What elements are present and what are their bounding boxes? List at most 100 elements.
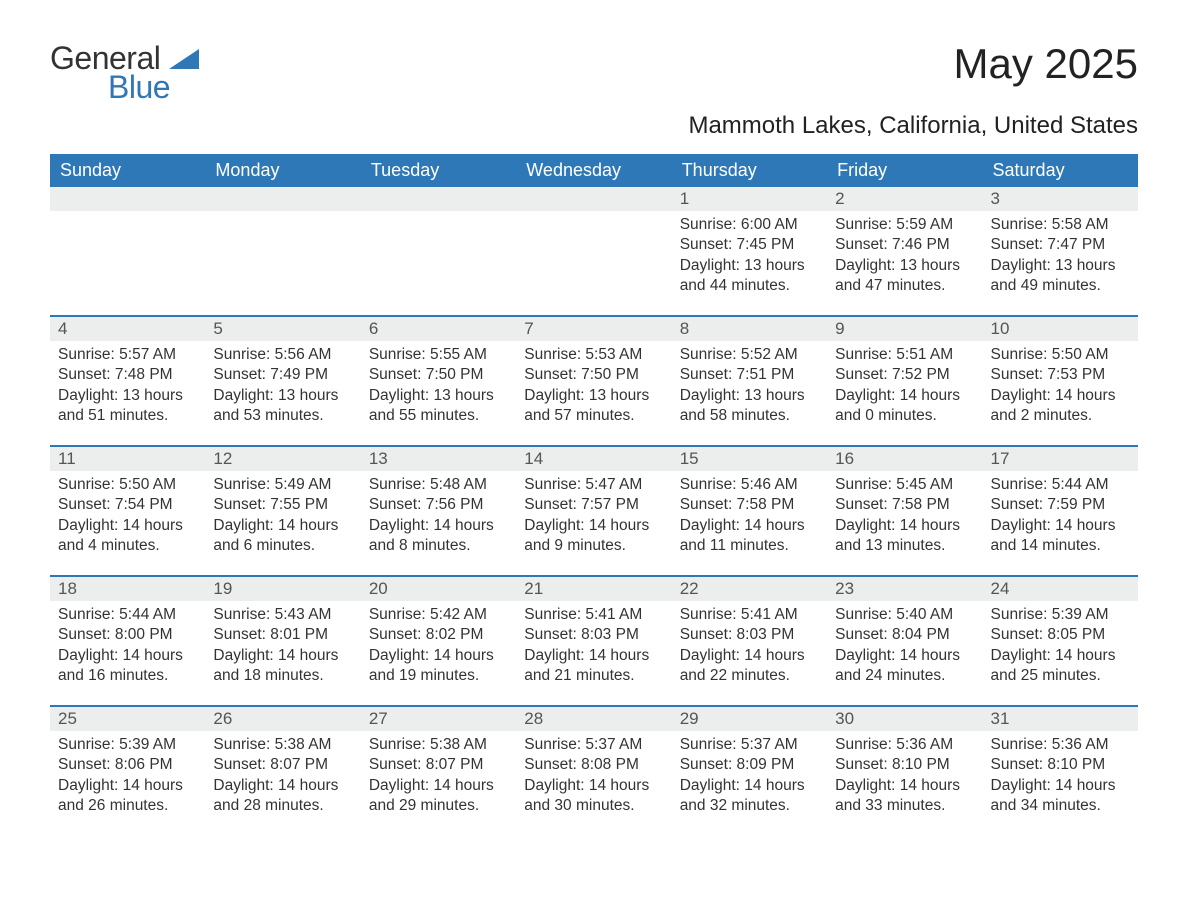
- sunrise-line: Sunrise: 5:48 AM: [369, 475, 508, 495]
- calendar-cell: 27Sunrise: 5:38 AMSunset: 8:07 PMDayligh…: [361, 707, 516, 835]
- day-details: Sunrise: 5:36 AMSunset: 8:10 PMDaylight:…: [983, 731, 1138, 825]
- sunrise-line: Sunrise: 5:56 AM: [213, 345, 352, 365]
- calendar-cell: 25Sunrise: 5:39 AMSunset: 8:06 PMDayligh…: [50, 707, 205, 835]
- sunset-line: Sunset: 7:50 PM: [369, 365, 508, 385]
- calendar-cell: 31Sunrise: 5:36 AMSunset: 8:10 PMDayligh…: [983, 707, 1138, 835]
- day-header: Saturday: [983, 154, 1138, 187]
- daylight-line: Daylight: 14 hours and 26 minutes.: [58, 776, 197, 817]
- day-number: 25: [50, 707, 205, 731]
- day-details: Sunrise: 5:49 AMSunset: 7:55 PMDaylight:…: [205, 471, 360, 565]
- sunrise-line: Sunrise: 5:51 AM: [835, 345, 974, 365]
- calendar-cell: 19Sunrise: 5:43 AMSunset: 8:01 PMDayligh…: [205, 577, 360, 705]
- calendar-cell: 6Sunrise: 5:55 AMSunset: 7:50 PMDaylight…: [361, 317, 516, 445]
- daylight-line: Daylight: 14 hours and 32 minutes.: [680, 776, 819, 817]
- calendar-cell: 5Sunrise: 5:56 AMSunset: 7:49 PMDaylight…: [205, 317, 360, 445]
- logo-triangle-icon: [169, 49, 199, 74]
- calendar-cell: 20Sunrise: 5:42 AMSunset: 8:02 PMDayligh…: [361, 577, 516, 705]
- sunset-line: Sunset: 8:00 PM: [58, 625, 197, 645]
- sunset-line: Sunset: 8:10 PM: [835, 755, 974, 775]
- sunset-line: Sunset: 7:46 PM: [835, 235, 974, 255]
- daylight-line: Daylight: 13 hours and 49 minutes.: [991, 256, 1130, 297]
- day-details: Sunrise: 5:52 AMSunset: 7:51 PMDaylight:…: [672, 341, 827, 435]
- day-details: Sunrise: 5:37 AMSunset: 8:08 PMDaylight:…: [516, 731, 671, 825]
- day-details: Sunrise: 5:44 AMSunset: 7:59 PMDaylight:…: [983, 471, 1138, 565]
- day-header: Monday: [205, 154, 360, 187]
- day-details: Sunrise: 5:43 AMSunset: 8:01 PMDaylight:…: [205, 601, 360, 695]
- daylight-line: Daylight: 13 hours and 55 minutes.: [369, 386, 508, 427]
- sunrise-line: Sunrise: 5:38 AM: [213, 735, 352, 755]
- calendar-cell: 12Sunrise: 5:49 AMSunset: 7:55 PMDayligh…: [205, 447, 360, 575]
- day-details: Sunrise: 6:00 AMSunset: 7:45 PMDaylight:…: [672, 211, 827, 305]
- sunrise-line: Sunrise: 5:49 AM: [213, 475, 352, 495]
- day-header: Wednesday: [516, 154, 671, 187]
- sunrise-line: Sunrise: 5:43 AM: [213, 605, 352, 625]
- day-header: Tuesday: [361, 154, 516, 187]
- day-number: 24: [983, 577, 1138, 601]
- sunset-line: Sunset: 8:05 PM: [991, 625, 1130, 645]
- daylight-line: Daylight: 14 hours and 11 minutes.: [680, 516, 819, 557]
- day-number: [50, 187, 205, 211]
- calendar-cell: 24Sunrise: 5:39 AMSunset: 8:05 PMDayligh…: [983, 577, 1138, 705]
- day-number: 28: [516, 707, 671, 731]
- sunrise-line: Sunrise: 6:00 AM: [680, 215, 819, 235]
- sunrise-line: Sunrise: 5:59 AM: [835, 215, 974, 235]
- day-number: 3: [983, 187, 1138, 211]
- daylight-line: Daylight: 13 hours and 51 minutes.: [58, 386, 197, 427]
- calendar-cell: [516, 187, 671, 315]
- day-number: 10: [983, 317, 1138, 341]
- sunrise-line: Sunrise: 5:37 AM: [680, 735, 819, 755]
- sunrise-line: Sunrise: 5:36 AM: [835, 735, 974, 755]
- sunrise-line: Sunrise: 5:55 AM: [369, 345, 508, 365]
- daylight-line: Daylight: 14 hours and 18 minutes.: [213, 646, 352, 687]
- day-number: [205, 187, 360, 211]
- day-details: Sunrise: 5:53 AMSunset: 7:50 PMDaylight:…: [516, 341, 671, 435]
- page-title: May 2025: [954, 40, 1138, 88]
- daylight-line: Daylight: 14 hours and 33 minutes.: [835, 776, 974, 817]
- daylight-line: Daylight: 14 hours and 30 minutes.: [524, 776, 663, 817]
- sunrise-line: Sunrise: 5:53 AM: [524, 345, 663, 365]
- day-number: 8: [672, 317, 827, 341]
- calendar: SundayMondayTuesdayWednesdayThursdayFrid…: [50, 154, 1138, 835]
- daylight-line: Daylight: 14 hours and 9 minutes.: [524, 516, 663, 557]
- week-row: 25Sunrise: 5:39 AMSunset: 8:06 PMDayligh…: [50, 705, 1138, 835]
- calendar-cell: 18Sunrise: 5:44 AMSunset: 8:00 PMDayligh…: [50, 577, 205, 705]
- calendar-cell: [361, 187, 516, 315]
- calendar-cell: 4Sunrise: 5:57 AMSunset: 7:48 PMDaylight…: [50, 317, 205, 445]
- daylight-line: Daylight: 14 hours and 16 minutes.: [58, 646, 197, 687]
- sunset-line: Sunset: 7:59 PM: [991, 495, 1130, 515]
- sunset-line: Sunset: 8:07 PM: [369, 755, 508, 775]
- week-row: 18Sunrise: 5:44 AMSunset: 8:00 PMDayligh…: [50, 575, 1138, 705]
- daylight-line: Daylight: 13 hours and 58 minutes.: [680, 386, 819, 427]
- day-details: Sunrise: 5:41 AMSunset: 8:03 PMDaylight:…: [516, 601, 671, 695]
- day-details: Sunrise: 5:38 AMSunset: 8:07 PMDaylight:…: [205, 731, 360, 825]
- daylight-line: Daylight: 14 hours and 25 minutes.: [991, 646, 1130, 687]
- sunrise-line: Sunrise: 5:57 AM: [58, 345, 197, 365]
- day-details: Sunrise: 5:44 AMSunset: 8:00 PMDaylight:…: [50, 601, 205, 695]
- day-number: 19: [205, 577, 360, 601]
- day-details: Sunrise: 5:42 AMSunset: 8:02 PMDaylight:…: [361, 601, 516, 695]
- day-number: 23: [827, 577, 982, 601]
- daylight-line: Daylight: 13 hours and 57 minutes.: [524, 386, 663, 427]
- daylight-line: Daylight: 13 hours and 44 minutes.: [680, 256, 819, 297]
- sunset-line: Sunset: 8:10 PM: [991, 755, 1130, 775]
- daylight-line: Daylight: 14 hours and 14 minutes.: [991, 516, 1130, 557]
- day-details: Sunrise: 5:41 AMSunset: 8:03 PMDaylight:…: [672, 601, 827, 695]
- sunset-line: Sunset: 8:08 PM: [524, 755, 663, 775]
- sunset-line: Sunset: 8:04 PM: [835, 625, 974, 645]
- week-row: 11Sunrise: 5:50 AMSunset: 7:54 PMDayligh…: [50, 445, 1138, 575]
- calendar-cell: 30Sunrise: 5:36 AMSunset: 8:10 PMDayligh…: [827, 707, 982, 835]
- header: General Blue May 2025: [50, 40, 1138, 106]
- day-number: 2: [827, 187, 982, 211]
- sunrise-line: Sunrise: 5:39 AM: [991, 605, 1130, 625]
- day-details: Sunrise: 5:39 AMSunset: 8:05 PMDaylight:…: [983, 601, 1138, 695]
- sunset-line: Sunset: 8:07 PM: [213, 755, 352, 775]
- day-header: Friday: [827, 154, 982, 187]
- sunrise-line: Sunrise: 5:50 AM: [58, 475, 197, 495]
- sunset-line: Sunset: 7:54 PM: [58, 495, 197, 515]
- daylight-line: Daylight: 14 hours and 6 minutes.: [213, 516, 352, 557]
- day-number: 29: [672, 707, 827, 731]
- day-number: 18: [50, 577, 205, 601]
- sunset-line: Sunset: 7:53 PM: [991, 365, 1130, 385]
- sunset-line: Sunset: 8:03 PM: [524, 625, 663, 645]
- sunrise-line: Sunrise: 5:36 AM: [991, 735, 1130, 755]
